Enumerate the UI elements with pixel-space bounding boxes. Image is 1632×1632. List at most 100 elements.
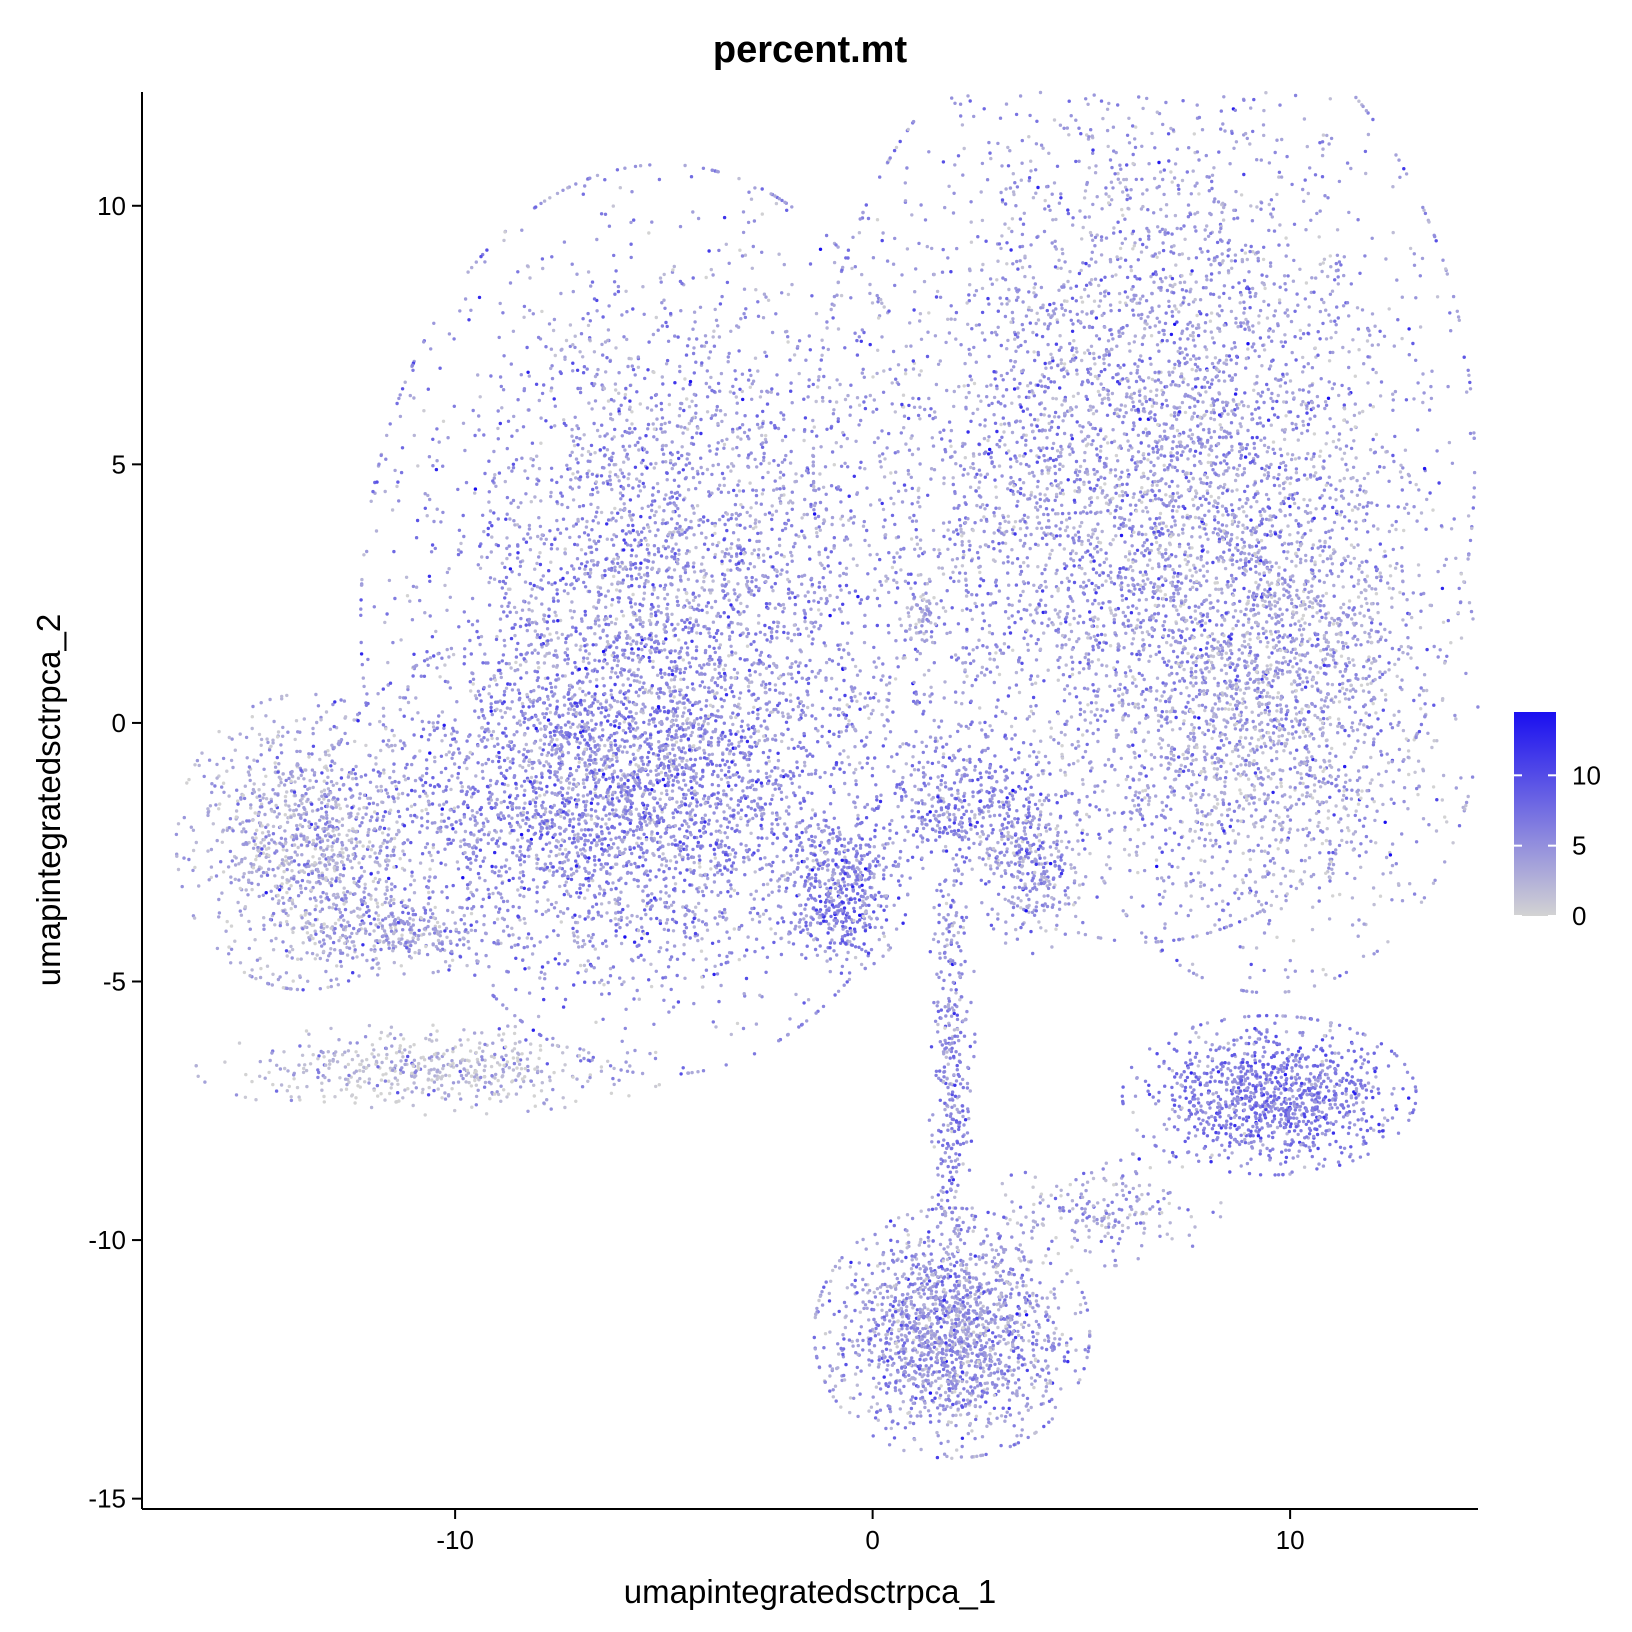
scatter-point	[558, 866, 561, 869]
scatter-point	[669, 501, 672, 504]
scatter-point	[662, 706, 665, 709]
scatter-point	[771, 331, 774, 334]
scatter-point	[686, 853, 689, 856]
scatter-point	[385, 434, 388, 437]
scatter-point	[746, 740, 749, 743]
scatter-point	[674, 775, 677, 778]
scatter-point	[601, 1018, 604, 1021]
scatter-point	[673, 855, 676, 858]
scatter-point	[918, 462, 921, 465]
scatter-point	[729, 676, 732, 679]
scatter-point	[427, 388, 430, 391]
scatter-point	[762, 553, 765, 556]
scatter-point	[715, 614, 718, 617]
scatter-point	[360, 583, 363, 586]
scatter-point	[760, 251, 763, 254]
scatter-point	[426, 826, 429, 829]
scatter-point	[418, 599, 421, 602]
scatter-point	[700, 937, 703, 940]
scatter-point	[732, 392, 735, 395]
scatter-point	[735, 552, 738, 555]
scatter-point	[595, 511, 598, 514]
scatter-point	[638, 681, 641, 684]
scatter-point	[733, 592, 736, 595]
scatter-point	[791, 501, 794, 504]
scatter-point	[960, 702, 963, 705]
scatter-point	[808, 378, 811, 381]
scatter-point	[501, 659, 504, 662]
scatter-point	[725, 1063, 728, 1066]
scatter-point	[591, 771, 594, 774]
scatter-point	[552, 871, 555, 874]
scatter-point	[720, 560, 723, 563]
scatter-point	[777, 603, 780, 606]
scatter-point	[561, 189, 564, 192]
scatter-point	[727, 623, 730, 626]
scatter-point	[648, 656, 651, 659]
scatter-point	[859, 461, 862, 464]
scatter-point	[675, 667, 678, 670]
scatter-point	[670, 623, 673, 626]
scatter-point	[613, 293, 616, 296]
scatter-point	[577, 818, 580, 821]
scatter-point	[574, 476, 577, 479]
scatter-point	[757, 553, 760, 556]
scatter-point	[733, 927, 736, 930]
scatter-point	[616, 562, 619, 565]
scatter-point	[734, 651, 737, 654]
scatter-point	[543, 199, 546, 202]
scatter-point	[540, 971, 543, 974]
scatter-point	[756, 770, 759, 773]
scatter-point	[755, 494, 758, 497]
scatter-point	[656, 596, 659, 599]
scatter-point	[680, 619, 683, 622]
scatter-point	[403, 887, 406, 890]
scatter-point	[644, 913, 647, 916]
scatter-point	[800, 474, 803, 477]
scatter-point	[572, 290, 575, 293]
scatter-point	[800, 530, 803, 533]
scatter-point	[546, 642, 549, 645]
scatter-point	[635, 390, 638, 393]
scatter-point	[821, 707, 824, 710]
scatter-point	[607, 623, 610, 626]
scatter-point	[685, 353, 688, 356]
scatter-point	[650, 503, 653, 506]
scatter-point	[805, 627, 808, 630]
scatter-point	[797, 633, 800, 636]
scatter-point	[728, 599, 731, 602]
scatter-point	[469, 689, 472, 692]
scatter-point	[699, 418, 702, 421]
scatter-point	[679, 668, 682, 671]
scatter-point	[918, 373, 921, 376]
scatter-point	[530, 749, 533, 752]
scatter-point	[630, 518, 633, 521]
scatter-point	[537, 685, 540, 688]
scatter-point	[663, 755, 666, 758]
scatter-point	[583, 843, 586, 846]
scatter-point	[559, 491, 562, 494]
scatter-point	[465, 964, 468, 967]
scatter-point	[604, 606, 607, 609]
scatter-point	[602, 889, 605, 892]
scatter-point	[781, 610, 784, 613]
scatter-point	[516, 722, 519, 725]
scatter-point	[771, 513, 774, 516]
scatter-point	[593, 350, 596, 353]
scatter-point	[716, 324, 719, 327]
scatter-point	[655, 417, 658, 420]
scatter-point	[728, 820, 731, 823]
scatter-point	[782, 418, 785, 421]
scatter-point	[604, 558, 607, 561]
scatter-point	[588, 575, 591, 578]
scatter-point	[783, 263, 786, 266]
scatter-point	[628, 700, 631, 703]
scatter-point	[600, 711, 603, 714]
scatter-point	[620, 610, 623, 613]
scatter-point	[741, 254, 744, 257]
scatter-point	[398, 815, 401, 818]
scatter-point	[716, 684, 719, 687]
scatter-point	[654, 724, 657, 727]
scatter-point	[655, 970, 658, 973]
scatter-point	[743, 526, 746, 529]
